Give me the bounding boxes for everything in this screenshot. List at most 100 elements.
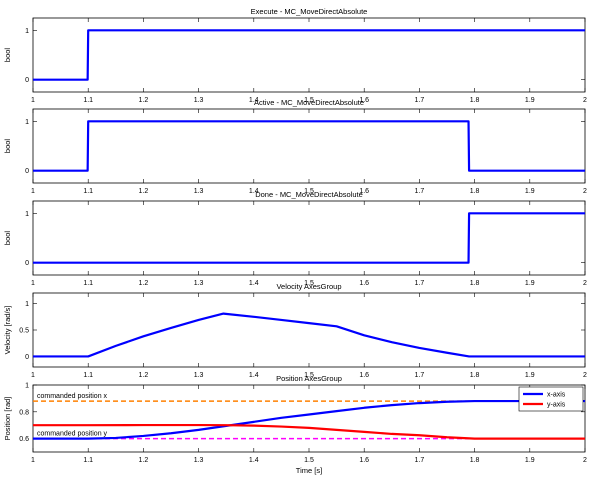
x-tick-label: 1.2: [139, 97, 149, 104]
x-tick-label: 1.9: [525, 280, 535, 287]
x-tick-label: 1.4: [249, 188, 259, 195]
x-tick-label: 1.7: [415, 280, 425, 287]
legend-box: [518, 386, 584, 412]
x-tick-label: 2: [583, 188, 587, 195]
x-tick-label: 2: [583, 372, 587, 379]
x-tick-label: 1.8: [470, 97, 480, 104]
x-tick-label: 1.3: [194, 457, 204, 464]
y-tick-label: 0: [25, 168, 29, 175]
legend-label: y-axis: [547, 402, 566, 409]
y-tick-label: 1: [25, 28, 29, 35]
series-line: [33, 312, 585, 358]
y-tick-label: 0.5: [19, 328, 29, 335]
x-tick-label: 2: [583, 97, 587, 104]
subplot-2: 1 1.1 1.2 1.3 1.4 1.5 1.6 1.7 1.8 1.9 2 0 1 Active - …: [3, 98, 587, 195]
subplot-title: Position AxesGroup: [276, 374, 342, 383]
x-tick-label: 1.4: [249, 372, 259, 379]
x-tick-label: 1: [31, 457, 35, 464]
x-tick-label: 1.9: [525, 372, 535, 379]
plot-area: [32, 384, 586, 453]
x-tick-label: 1.1: [83, 372, 93, 379]
x-tick-label: 1.3: [194, 97, 204, 104]
x-tick-label: 1.6: [359, 457, 369, 464]
x-tick-label: 1.2: [139, 280, 149, 287]
series-line: [33, 120, 585, 172]
y-axis-label: bool: [3, 231, 12, 246]
y-tick-label: 0.8: [19, 409, 29, 416]
plot-area: [32, 292, 586, 368]
series-line-x-axis: [33, 399, 585, 440]
x-tick-label: 1.6: [359, 372, 369, 379]
subplot-title: Velocity AxesGroup: [276, 282, 341, 291]
y-tick-label: 1: [25, 301, 29, 308]
y-tick-label: 0.6: [19, 436, 29, 443]
x-tick-label: 1.1: [83, 97, 93, 104]
x-tick-label: 1.4: [249, 280, 259, 287]
x-tick-label: 1: [31, 97, 35, 104]
plot-area: [32, 200, 586, 276]
x-tick-label: 1.8: [470, 280, 480, 287]
x-tick-label: 1.1: [83, 280, 93, 287]
x-axis-label: Time [s]: [296, 466, 322, 475]
x-tick-label: 1.4: [249, 457, 259, 464]
x-tick-label: 1.3: [194, 188, 204, 195]
y-axis-label: bool: [3, 139, 12, 154]
y-tick-label: 1: [25, 383, 29, 390]
subplot-title: Active - MC_MoveDirectAbsolute: [254, 98, 364, 107]
series-line: [33, 29, 585, 81]
x-tick-label: 1.5: [304, 372, 314, 379]
plot-area: [32, 108, 586, 184]
x-tick-label: 1.7: [415, 97, 425, 104]
x-tick-label: 1: [31, 188, 35, 195]
x-tick-label: 2: [583, 457, 587, 464]
series-line: [33, 212, 585, 264]
y-tick-label: 0: [25, 77, 29, 84]
y-axis-label: Velocity [rad/s]: [3, 306, 12, 355]
series-line-y-axis: [33, 423, 585, 440]
y-axis-label: bool: [3, 48, 12, 63]
x-tick-label: 1.2: [139, 457, 149, 464]
x-tick-label: 1.5: [304, 188, 314, 195]
x-tick-label: 1.8: [470, 372, 480, 379]
x-tick-label: 1.9: [525, 97, 535, 104]
y-tick-label: 1: [25, 211, 29, 218]
x-tick-label: 1.2: [139, 188, 149, 195]
subplot-3: 1 1.1 1.2 1.3 1.4 1.5 1.6 1.7 1.8 1.9 2 0 1 Done - MC…: [3, 190, 587, 287]
x-tick-label: 1.2: [139, 372, 149, 379]
reference-label: commanded position y: [37, 431, 108, 438]
x-tick-label: 1.7: [415, 457, 425, 464]
x-tick-label: 1.6: [359, 280, 369, 287]
x-tick-label: 1.9: [525, 457, 535, 464]
x-tick-label: 1.3: [194, 280, 204, 287]
subplot-4: 1 1.1 1.2 1.3 1.4 1.5 1.6 1.7 1.8 1.9 2 0 0.5 1 Veloci…: [3, 282, 587, 379]
x-tick-label: 1.4: [249, 97, 259, 104]
subplot-5: 1 1.1 1.2 1.3 1.4 1.5 1.6 1.7 1.8 1.9 2 0.6 0.8 1 Posi…: [3, 374, 587, 475]
reference-label: commanded position x: [37, 393, 108, 400]
x-tick-label: 1.6: [359, 97, 369, 104]
y-tick-label: 1: [25, 119, 29, 126]
x-tick-label: 1.6: [359, 188, 369, 195]
subplot-title: Execute - MC_MoveDirectAbsolute: [251, 7, 368, 16]
subplot-title: Done - MC_MoveDirectAbsolute: [255, 190, 363, 199]
x-tick-label: 1.5: [304, 457, 314, 464]
x-tick-label: 2: [583, 280, 587, 287]
x-tick-label: 1: [31, 372, 35, 379]
x-tick-label: 1.5: [304, 97, 314, 104]
x-tick-label: 1.1: [83, 457, 93, 464]
y-tick-label: 0: [25, 260, 29, 267]
plot-area: [32, 17, 586, 93]
x-tick-label: 1.9: [525, 188, 535, 195]
x-tick-label: 1.8: [470, 188, 480, 195]
x-tick-label: 1: [31, 280, 35, 287]
y-axis-label: Position [rad]: [3, 397, 12, 441]
subplot-1: 1 1.1 1.2 1.3 1.4 1.5 1.6 1.7 1.8 1.9 2 0 1 Execute -…: [3, 7, 587, 104]
x-tick-label: 1.8: [470, 457, 480, 464]
x-tick-label: 1.3: [194, 372, 204, 379]
legend-label: x-axis: [547, 392, 566, 399]
x-tick-label: 1.1: [83, 188, 93, 195]
x-tick-label: 1.7: [415, 188, 425, 195]
legend: x-axis y-axis: [518, 386, 584, 412]
x-tick-label: 1.7: [415, 372, 425, 379]
y-tick-label: 0: [25, 354, 29, 361]
